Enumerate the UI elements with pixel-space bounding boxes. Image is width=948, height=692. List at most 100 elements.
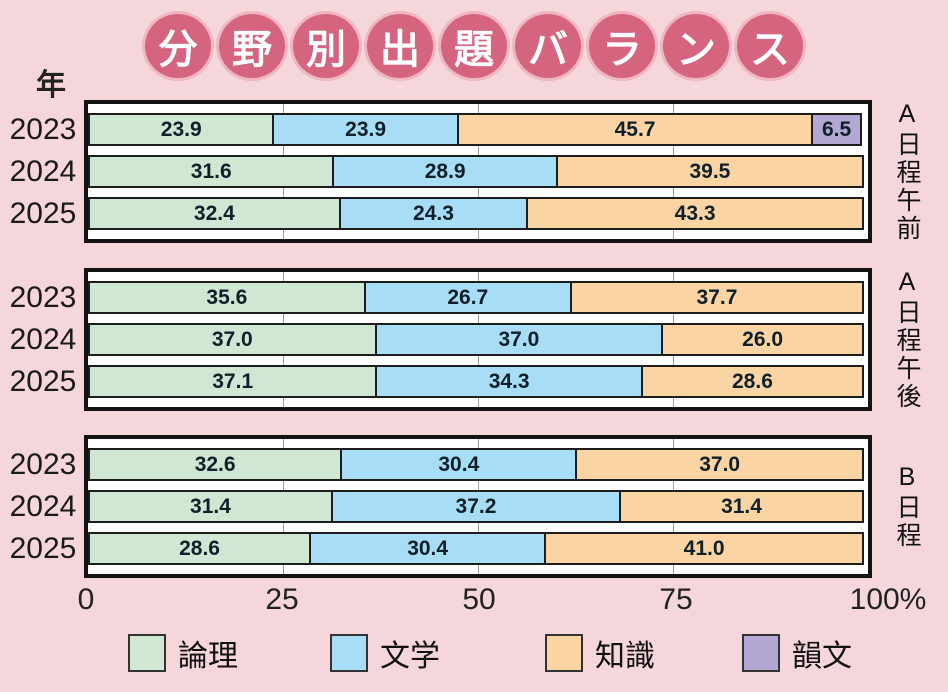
segment-literature: 26.7: [363, 281, 572, 314]
bar-value-label: 37.0: [211, 327, 253, 351]
year-label-2023: 2023: [9, 447, 77, 481]
chart-panel-0: 23.9 23.9 45.7 6.5 31.6 28.9 39.5 32.4 24.3 43.3: [84, 100, 872, 243]
title-char-circle: バ: [515, 14, 581, 78]
bar-value-label: 28.6: [732, 369, 773, 393]
legend-label: 知識: [595, 640, 655, 673]
bar-value-label: 30.4: [438, 452, 480, 476]
title-char-circle: ス: [737, 14, 803, 78]
legend-swatch-icon: [128, 634, 166, 672]
legend-swatch-icon: [742, 634, 780, 672]
year-label-2024: 2024: [9, 322, 77, 356]
bar-value-label: 24.3: [413, 201, 454, 225]
legend-label: 論理: [178, 640, 238, 673]
panel-inner-1: 35.6 26.7 37.7 37.0 37.0 26.0 37.1 34.3 28.6: [88, 272, 868, 407]
x-tick-1: 25: [265, 583, 299, 616]
year-axis-label: 年: [36, 69, 66, 102]
segment-logic: 23.9: [88, 113, 275, 146]
legend-swatch-icon: [330, 634, 368, 672]
title-char-circle: 別: [293, 14, 359, 78]
bar-row-2025: 28.6 30.4 41.0: [88, 532, 868, 565]
bar-value-label: 28.9: [424, 159, 466, 183]
segment-poetry: 6.5: [811, 113, 862, 146]
segment-logic: 32.4: [88, 197, 341, 230]
bar-value-label: 37.7: [696, 285, 738, 309]
segment-logic: 31.4: [88, 490, 333, 523]
bar-value-label: 26.7: [447, 285, 489, 309]
legend-item-poetry: 韻文: [742, 631, 852, 675]
segment-logic: 32.6: [88, 448, 343, 481]
segment-literature: 24.3: [338, 197, 529, 230]
x-axis: 0 25 50 75 100%: [0, 583, 948, 619]
group-side-label-1: A日程午後: [893, 268, 921, 411]
chart-title: 分野別出題バランス: [0, 11, 948, 81]
bar-row-2025: 32.4 24.3 43.3: [88, 197, 868, 230]
year-label-2025: 2025: [9, 364, 77, 398]
bar-value-label: 41.0: [683, 536, 725, 560]
bar-row-2023: 35.6 26.7 37.7: [88, 281, 868, 314]
segment-knowledge: 39.5: [555, 155, 864, 188]
bar-value-label: 26.0: [742, 327, 784, 351]
group-side-label-2: B日程: [893, 463, 921, 550]
chart-panel-2: 32.6 30.4 37.0 31.4 37.2 31.4 28.6 30.4 41.0: [84, 435, 872, 578]
panel-inner-2: 32.6 30.4 37.0 31.4 37.2 31.4 28.6 30.4 41.0: [88, 439, 868, 574]
year-label-2023: 2023: [9, 280, 77, 314]
segment-literature: 23.9: [272, 113, 459, 146]
title-char-circle: ラ: [589, 14, 655, 78]
segment-knowledge: 37.0: [575, 448, 864, 481]
bar-value-label: 37.2: [455, 494, 497, 518]
segment-knowledge: 45.7: [456, 113, 814, 146]
year-label-2025: 2025: [9, 531, 77, 565]
bar-value-label: 39.5: [689, 159, 731, 183]
x-tick-3: 75: [659, 583, 693, 616]
bar-value-label: 6.5: [822, 117, 852, 141]
legend-item-knowledge: 知識: [545, 631, 655, 675]
bar-row-2024: 31.6 28.9 39.5: [88, 155, 868, 188]
segment-literature: 30.4: [309, 532, 547, 565]
bar-value-label: 35.6: [206, 285, 248, 309]
bar-value-label: 31.4: [190, 494, 231, 518]
segment-literature: 34.3: [375, 365, 643, 398]
bar-value-label: 45.7: [614, 117, 656, 141]
segment-logic: 28.6: [88, 532, 312, 565]
legend-item-logic: 論理: [128, 631, 238, 675]
year-label-2024: 2024: [9, 489, 77, 523]
segment-logic: 37.1: [88, 365, 378, 398]
bar-value-label: 34.3: [488, 369, 530, 393]
segment-logic: 35.6: [88, 281, 366, 314]
segment-knowledge: 43.3: [526, 197, 864, 230]
year-label-2023: 2023: [9, 112, 77, 146]
segment-literature: 37.2: [330, 490, 622, 523]
bar-value-label: 32.4: [193, 201, 235, 225]
segment-knowledge: 26.0: [661, 323, 864, 356]
bar-row-2023: 32.6 30.4 37.0: [88, 448, 868, 481]
bar-value-label: 31.4: [721, 494, 762, 518]
legend-label: 韻文: [792, 640, 852, 673]
segment-knowledge: 28.6: [640, 365, 864, 398]
bar-row-2023: 23.9 23.9 45.7 6.5: [88, 113, 868, 146]
x-tick-4: 100%: [849, 583, 927, 616]
bar-value-label: 30.4: [407, 536, 449, 560]
x-tick-2: 50: [462, 583, 496, 616]
title-char-circle: 野: [219, 14, 285, 78]
bar-value-label: 37.0: [498, 327, 540, 351]
year-label-2024: 2024: [9, 154, 77, 188]
bar-row-2024: 37.0 37.0 26.0: [88, 323, 868, 356]
title-char-circle: 出: [367, 14, 433, 78]
bar-row-2025: 37.1 34.3 28.6: [88, 365, 868, 398]
panel-inner-0: 23.9 23.9 45.7 6.5 31.6 28.9 39.5 32.4 24.3 43.3: [88, 104, 868, 239]
legend-swatch-icon: [545, 634, 583, 672]
bar-value-label: 37.0: [699, 452, 741, 476]
segment-knowledge: 37.7: [569, 281, 864, 314]
segment-literature: 30.4: [340, 448, 578, 481]
title-char-circle: 分: [145, 14, 211, 78]
bar-value-label: 28.6: [179, 536, 220, 560]
bar-value-label: 32.6: [194, 452, 236, 476]
bar-value-label: 31.6: [190, 159, 232, 183]
legend-label: 文学: [380, 640, 440, 673]
legend-item-literature: 文学: [330, 631, 440, 675]
title-char-circle: 題: [441, 14, 507, 78]
segment-literature: 37.0: [374, 323, 664, 356]
segment-knowledge: 31.4: [619, 490, 864, 523]
year-label-2025: 2025: [9, 196, 77, 230]
